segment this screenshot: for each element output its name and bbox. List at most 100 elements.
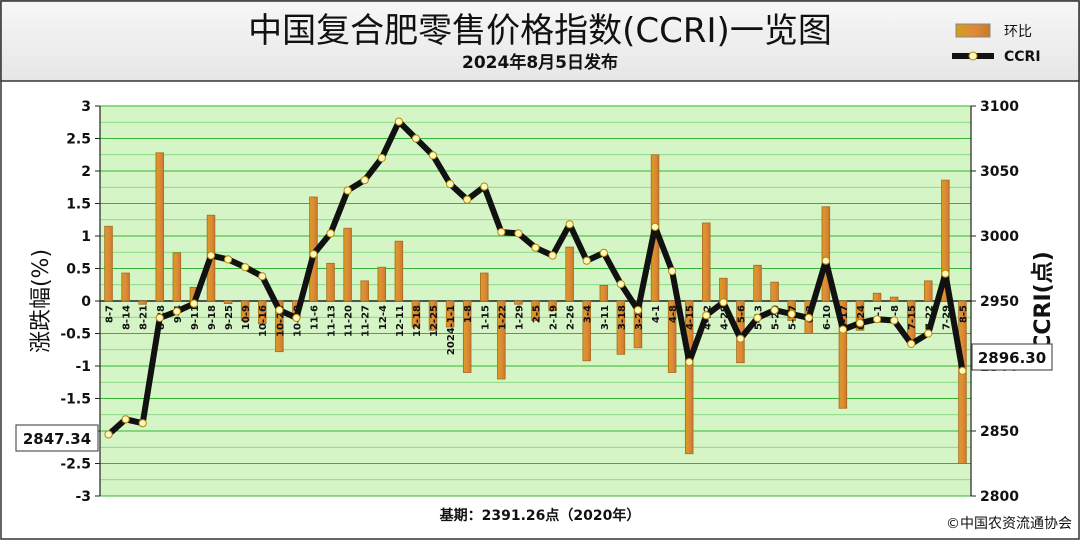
ccri-point [121,415,130,424]
bar [941,179,950,302]
x-tick-label: 7-1 [873,305,884,323]
bar [838,300,848,409]
ccri-point [650,222,660,231]
left-tick-label: 0 [81,294,91,310]
x-tick-label: 10-16 [258,305,269,337]
bar [258,300,267,325]
x-tick-label: 3-11 [600,305,611,330]
chart-subtitle: 2024年8月5日发布 [462,52,618,73]
x-tick-label: 2-26 [566,305,577,330]
ccri-point [343,186,352,195]
right-tick-label: 3000 [980,229,1019,245]
bar [924,280,933,302]
ccri-point [138,419,147,428]
ccri-point [326,229,335,238]
bar [821,206,831,302]
bar [411,300,421,328]
start-value-label: 2847.34 [23,430,91,448]
x-tick-label: 1-15 [480,305,491,330]
bar [121,272,130,302]
ccri-point [838,325,848,334]
ccri-point [514,229,523,238]
ccri-point [172,307,181,316]
x-tick-label: 8-5 [958,305,969,323]
bar [104,225,113,302]
ccri-point [463,195,472,204]
ccri-point [685,358,694,367]
left-tick-label: 0.5 [66,262,91,278]
grid-lines [100,105,971,497]
ccri-point [446,179,455,189]
ccri-point [360,176,369,185]
bar [531,300,540,321]
x-tick-label: 2-5 [532,305,543,323]
x-tick-label: 4-15 [685,305,696,330]
ccri-point [292,313,301,322]
legend-line-label: CCRI [1004,49,1041,65]
bar [275,300,284,353]
legend-bar-label: 环比 [1004,24,1032,40]
ccri-point [616,280,625,289]
left-tick-label: 2 [81,164,91,180]
left-tick-label: -1 [75,359,91,375]
x-tick-label: 8-14 [122,305,133,330]
ccri-point [890,316,899,325]
x-tick-label: 3-25 [634,305,645,330]
x-tick-label: 7-8 [890,305,901,323]
ccri-point [155,313,164,322]
x-tick-label: 5-6 [736,305,747,323]
bar [360,280,369,302]
ccri-point [907,339,916,348]
ccri-point [736,334,745,343]
left-tick-label: -0.5 [60,327,91,343]
bar [428,300,438,331]
x-tick-label: 9-25 [224,305,235,330]
ccri-point [770,306,779,315]
x-tick-label: 12-18 [412,305,423,337]
end-value-label: 2896.30 [978,349,1046,367]
bar [753,264,762,302]
bar [377,266,387,302]
x-tick-label: 3-4 [583,305,594,323]
x-tick-label: 12-11 [395,305,406,337]
x-tick-label: 2-19 [549,305,560,330]
right-tick-label: 2800 [980,489,1019,505]
x-tick-label: 8-21 [139,305,150,330]
bar [616,300,626,355]
ccri-point [787,309,796,319]
ccri-point [599,248,608,257]
ccri-point [258,272,267,281]
ccri-point [821,256,830,265]
legend-bar-swatch [955,23,991,38]
ccri-point [548,251,557,260]
x-tick-label: 9-11 [190,305,201,330]
ccri-point [582,256,591,265]
bar [462,300,472,373]
bar [855,300,865,331]
bar [702,222,711,302]
x-tick-label: 1-29 [514,305,525,330]
x-tick-label: 10-23 [275,305,286,337]
bar [770,281,779,302]
left-tick-label: -2.5 [60,457,91,473]
footer-base-note: 基期：2391.26点（2020年） [440,507,641,524]
ccri-point [497,228,506,237]
x-tick-label: 10-9 [241,305,252,330]
ccri-point [855,319,865,328]
bar [719,277,728,302]
copyright-note: ©中国农资流通协会 [946,516,1072,532]
ccri-point [241,263,250,272]
right-tick-label: 3050 [980,164,1019,180]
ccri-point [941,269,950,278]
ccri-point [872,315,882,324]
bar [565,246,574,302]
bar [138,300,147,305]
x-tick-label: 11-20 [344,305,355,337]
ccri-point [565,220,574,229]
x-tick-label: 8-7 [105,305,116,323]
bar [684,300,694,455]
bar [343,227,352,302]
left-tick-label: 1.5 [66,197,91,213]
left-tick-label: 1 [81,229,91,245]
